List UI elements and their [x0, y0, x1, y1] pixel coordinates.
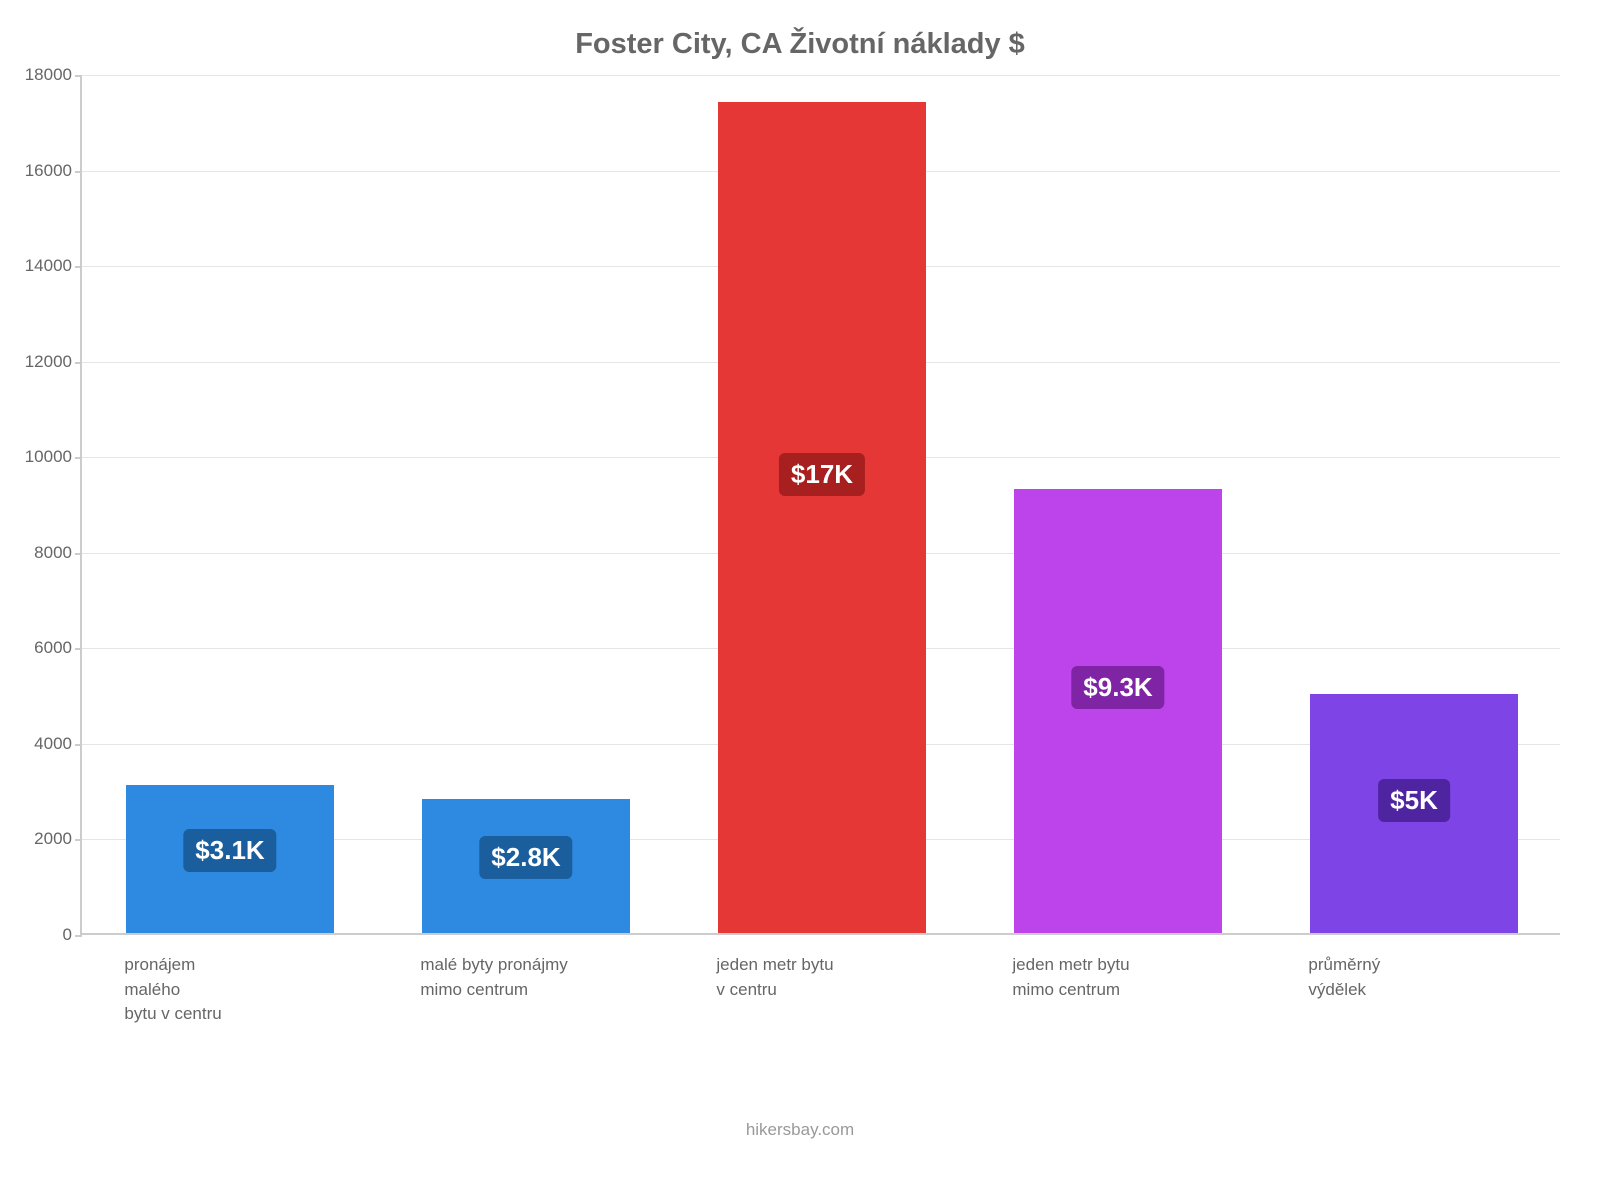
bar [1014, 489, 1221, 933]
y-axis-label: 2000 [12, 829, 72, 849]
y-axis-label: 18000 [12, 65, 72, 85]
chart-title: Foster City, CA Životní náklady $ [0, 28, 1600, 61]
x-axis-label: malé byty pronájmymimo centrum [420, 953, 640, 1002]
grid-line [82, 75, 1560, 76]
bar-value-label: $2.8K [479, 836, 572, 879]
y-tick-mark [75, 457, 82, 459]
y-tick-mark [75, 744, 82, 746]
y-axis-label: 10000 [12, 447, 72, 467]
y-axis-label: 0 [12, 925, 72, 945]
y-tick-mark [75, 839, 82, 841]
bar [718, 102, 925, 933]
chart-footer: hikersbay.com [0, 1120, 1600, 1140]
y-axis-label: 8000 [12, 543, 72, 563]
x-axis-label: jeden metr bytuv centru [716, 953, 936, 1002]
y-tick-mark [75, 553, 82, 555]
x-axis-label: průměrnývýdělek [1308, 953, 1528, 1002]
plot-area: $3.1K $2.8K $17K $9.3K $5K [80, 75, 1560, 935]
y-tick-mark [75, 171, 82, 173]
chart-container: Foster City, CA Životní náklady $ $3.1K$… [0, 0, 1600, 1200]
y-axis-label: 12000 [12, 352, 72, 372]
bar-value-label: $9.3K [1071, 666, 1164, 709]
y-tick-mark [75, 362, 82, 364]
bar-value-label: $5K [1378, 779, 1450, 822]
y-axis-label: 16000 [12, 161, 72, 181]
x-axis-label: pronájemmaléhobytu v centru [124, 953, 344, 1027]
y-axis-label: 6000 [12, 638, 72, 658]
y-tick-mark [75, 935, 82, 937]
bar-value-label: $17K [779, 453, 865, 496]
y-tick-mark [75, 648, 82, 650]
y-axis-label: 4000 [12, 734, 72, 754]
y-tick-mark [75, 266, 82, 268]
y-axis-label: 14000 [12, 256, 72, 276]
y-tick-mark [75, 75, 82, 77]
bar-value-label: $3.1K [183, 829, 276, 872]
x-axis-label: jeden metr bytumimo centrum [1012, 953, 1232, 1002]
